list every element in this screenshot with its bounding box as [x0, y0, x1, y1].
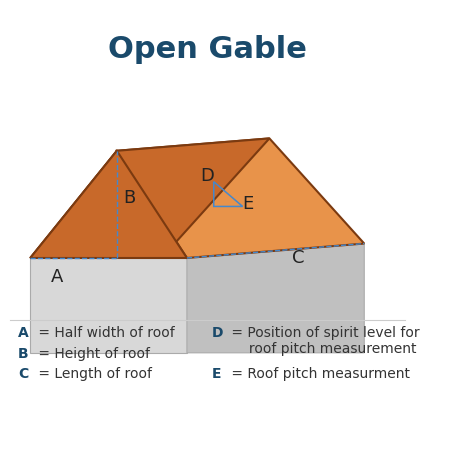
Polygon shape — [117, 139, 364, 258]
Polygon shape — [30, 151, 187, 258]
Polygon shape — [30, 139, 270, 258]
Text: D: D — [212, 326, 223, 340]
Text: A: A — [51, 268, 63, 286]
Text: C: C — [18, 367, 28, 381]
Polygon shape — [30, 258, 187, 353]
Text: = Half width of roof: = Half width of roof — [34, 326, 174, 340]
Polygon shape — [30, 151, 187, 258]
Text: D: D — [201, 167, 215, 185]
Text: = Height of roof: = Height of roof — [34, 346, 149, 360]
Text: B: B — [123, 189, 135, 207]
Text: C: C — [292, 249, 305, 267]
Text: A: A — [18, 326, 29, 340]
Text: = Roof pitch measurment: = Roof pitch measurment — [227, 367, 410, 381]
Text: E: E — [243, 195, 254, 213]
Polygon shape — [187, 243, 364, 353]
Text: Open Gable: Open Gable — [108, 35, 307, 64]
Text: B: B — [18, 346, 28, 360]
Text: = Position of spirit level for
     roof pitch measurement: = Position of spirit level for roof pitc… — [227, 326, 420, 356]
Text: E: E — [212, 367, 221, 381]
Text: = Length of roof: = Length of roof — [34, 367, 152, 381]
